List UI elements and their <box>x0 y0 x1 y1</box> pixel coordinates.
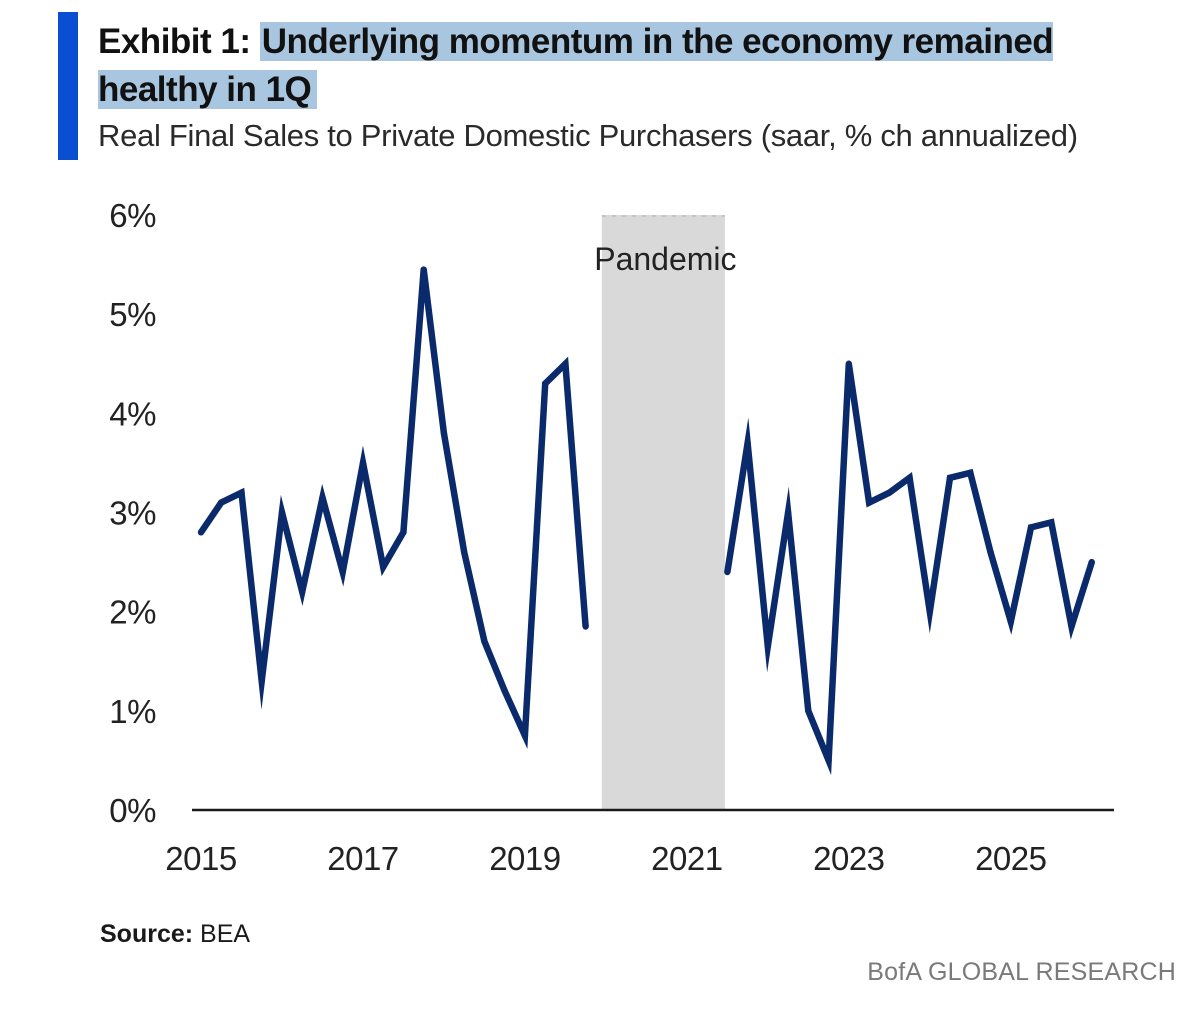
data-point <box>582 623 589 630</box>
y-tick-label: 5% <box>109 296 156 333</box>
data-point <box>238 489 245 496</box>
x-tick-label: 2017 <box>327 840 398 877</box>
data-point <box>906 474 913 481</box>
line-chart: Pandemic 0% 1% 2% 3% 4% 5% 6% 2015 2017 2019 2021 20… <box>109 197 1114 877</box>
data-point <box>521 732 529 739</box>
data-point <box>299 588 306 596</box>
data-point <box>1068 623 1075 630</box>
data-point <box>460 548 468 556</box>
x-tick-label: 2015 <box>165 840 236 877</box>
data-point <box>724 568 731 576</box>
source-note: Source: BEA <box>100 920 250 949</box>
data-point <box>197 529 205 536</box>
data-point <box>1048 519 1055 526</box>
data-point <box>420 266 427 273</box>
data-point <box>1088 558 1095 566</box>
y-tick-label: 0% <box>109 792 156 829</box>
data-point <box>359 459 367 467</box>
data-point <box>967 469 974 477</box>
data-point <box>825 757 832 764</box>
y-tick-label: 3% <box>109 495 156 532</box>
y-tick-label: 4% <box>109 395 156 432</box>
data-point <box>1007 618 1014 625</box>
data-point <box>926 608 933 615</box>
series-line-segment-1 <box>198 269 589 749</box>
data-point <box>278 509 286 516</box>
source-value: BEA <box>200 920 251 948</box>
x-tick-label: 2025 <box>975 840 1046 877</box>
x-tick-label: 2019 <box>489 840 560 877</box>
data-point <box>744 439 751 447</box>
series-line-segment-2 <box>724 363 1095 776</box>
pandemic-annotation: Pandemic <box>594 241 736 277</box>
y-tick-label: 1% <box>109 693 156 730</box>
data-point <box>319 494 326 501</box>
data-point <box>1027 524 1035 531</box>
data-point <box>440 429 448 437</box>
data-point <box>805 707 812 715</box>
data-point <box>481 638 488 645</box>
data-point <box>400 529 407 536</box>
data-point <box>784 509 792 516</box>
data-point <box>562 360 569 367</box>
pandemic-shaded-region <box>601 215 725 810</box>
data-point <box>339 568 346 576</box>
data-point <box>764 643 772 650</box>
data-point <box>946 474 954 481</box>
data-point <box>218 499 225 506</box>
data-point <box>541 380 549 387</box>
data-point <box>845 360 853 367</box>
x-tick-label: 2023 <box>813 840 884 877</box>
brand-label: BofA GLOBAL RESEARCH <box>867 958 1176 986</box>
x-tick-label: 2021 <box>651 840 722 877</box>
y-tick-label: 6% <box>109 197 156 234</box>
exhibit-label: Exhibit 1: <box>98 22 251 61</box>
chart-title: Exhibit 1: Underlying momentum in the ec… <box>98 18 1178 114</box>
data-point <box>987 548 994 556</box>
data-point <box>501 687 508 695</box>
source-label: Source: <box>100 920 194 948</box>
accent-bar <box>58 12 78 160</box>
data-point <box>886 489 893 496</box>
data-point <box>258 677 265 685</box>
data-point <box>865 499 873 506</box>
data-point <box>380 563 387 571</box>
chart-subtitle: Real Final Sales to Private Domestic Pur… <box>98 118 1078 153</box>
y-tick-label: 2% <box>109 594 156 631</box>
